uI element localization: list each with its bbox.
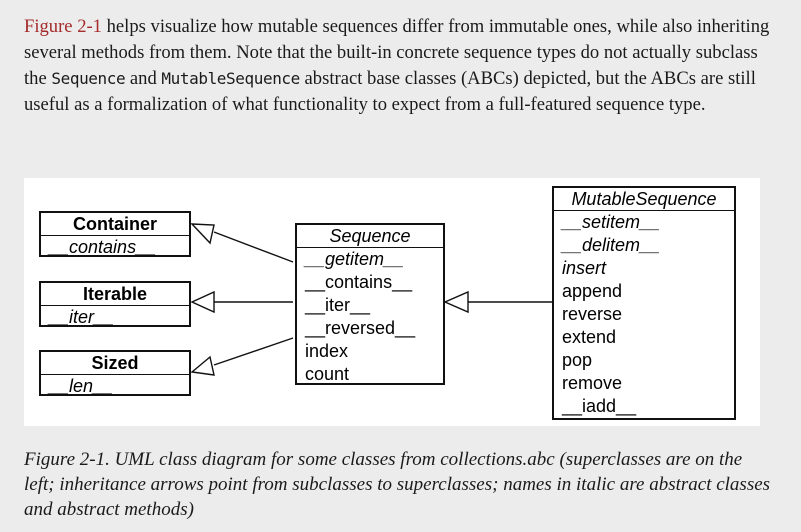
mutable-sequence-class-box: MutableSequence __setitem__ __delitem__ …: [552, 186, 736, 420]
mutable-method-insert: insert: [562, 258, 607, 278]
mutable-method-reverse: reverse: [562, 304, 623, 324]
para-text-3: abstract base classes (ABCs) depicted, b…: [24, 68, 756, 115]
container-class-name: Container: [41, 213, 189, 236]
arrow-head-sized: [190, 355, 215, 376]
sequence-class-name: Sequence: [297, 225, 443, 248]
mutable-method-remove: remove: [562, 373, 623, 393]
para-text-1: helps visualize how mutable sequences di…: [24, 16, 770, 89]
sequence-method-contains: __contains__: [305, 272, 413, 292]
figure-caption: Figure 2-1. UML class diagram for some c…: [24, 449, 771, 520]
iterable-method-iter: __iter__: [49, 307, 115, 327]
sequence-method-getitem: __getitem__: [305, 249, 405, 269]
arrow-head-container: [190, 223, 215, 245]
sequence-method-reversed: __reversed__: [305, 318, 416, 338]
arrow-head-sequence: [443, 290, 469, 314]
mutable-method-append: append: [562, 281, 623, 301]
mutable-sequence-class-name: MutableSequence: [554, 188, 734, 211]
container-method-contains: __contains__: [49, 237, 157, 257]
inheritance-arrows: [190, 223, 552, 376]
sequence-class-box: Sequence __getitem__ __contains__ __iter…: [295, 223, 445, 385]
sequence-method-count: count: [305, 364, 350, 384]
para-text-2: and: [125, 68, 162, 89]
mutable-method-pop: pop: [562, 350, 593, 370]
arrow-line-sized: [213, 337, 294, 366]
uml-figure: Container __contains__ Iterable __iter__…: [24, 178, 760, 426]
sequence-method-index: index: [305, 341, 349, 361]
container-class-box: Container __contains__: [39, 211, 191, 257]
sized-method-len: __len__: [49, 376, 114, 396]
sized-class-box: Sized __len__: [39, 350, 191, 396]
sequence-code: Sequence: [51, 69, 126, 88]
body-paragraph: Figure 2-1 helps visualize how mutable s…: [24, 14, 784, 118]
figure-reference-link[interactable]: Figure 2-1: [24, 16, 102, 37]
arrow-head-iterable: [190, 290, 215, 314]
iterable-class-name: Iterable: [41, 283, 189, 306]
sized-class-name: Sized: [41, 352, 189, 375]
mutable-method-extend: extend: [562, 327, 617, 347]
arrow-line-container: [213, 231, 294, 263]
sequence-method-iter: __iter__: [305, 295, 371, 315]
iterable-class-box: Iterable __iter__: [39, 281, 191, 327]
mutable-sequence-code: MutableSequence: [161, 69, 300, 88]
mutable-method-iadd: __iadd__: [562, 396, 637, 416]
mutable-method-setitem: __setitem__: [562, 212, 661, 232]
mutable-method-delitem: __delitem__: [562, 235, 661, 255]
